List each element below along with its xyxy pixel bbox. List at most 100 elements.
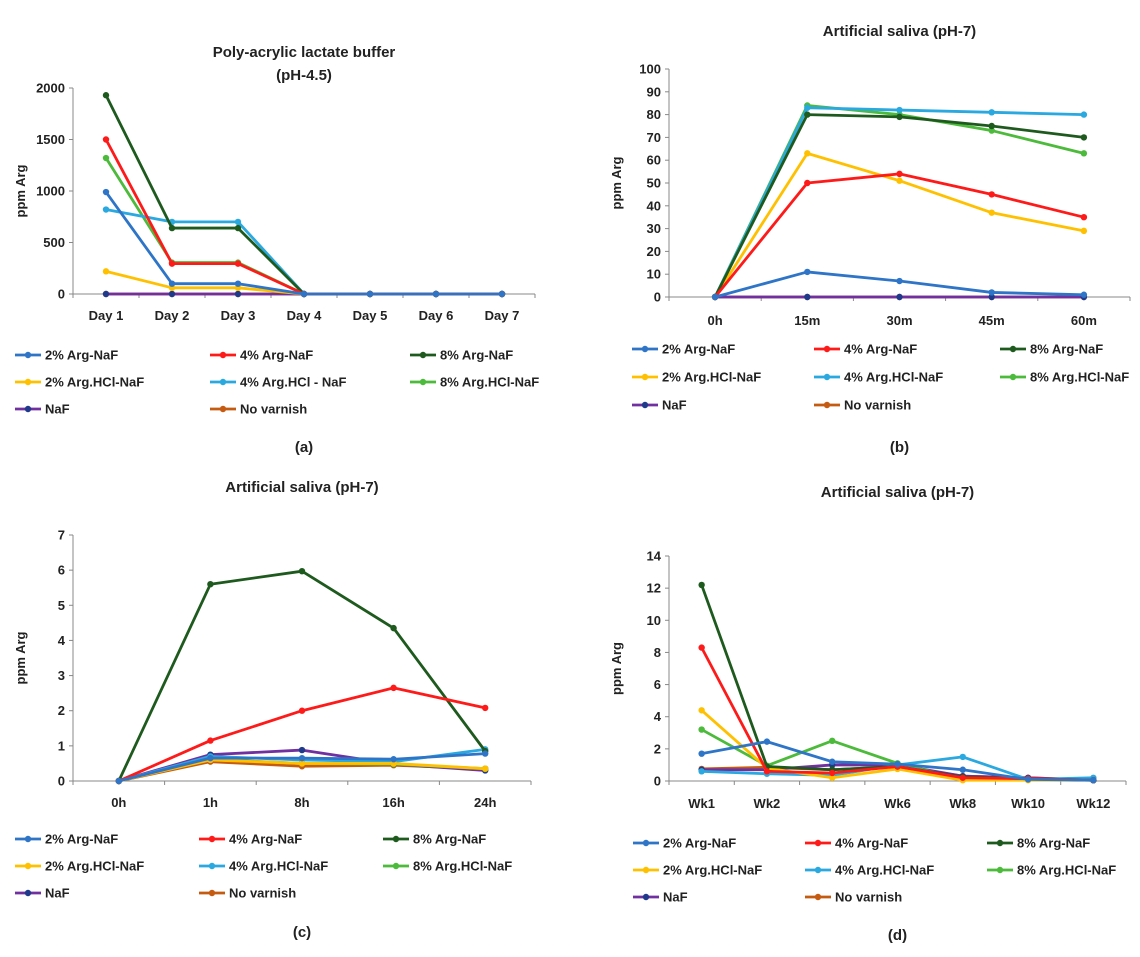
y-tick-label: 70 (647, 130, 661, 145)
data-point (102, 154, 110, 162)
legend-marker (208, 835, 216, 843)
panel-label: (c) (293, 924, 311, 941)
data-point (390, 684, 397, 692)
data-point (482, 765, 489, 772)
legend-item-s8hcl: 8% Arg.HCl-NaF (383, 859, 512, 874)
legend-item-s8argnaf: 8% Arg-NaF (410, 348, 513, 363)
data-point (168, 260, 176, 267)
legend-marker (419, 378, 427, 386)
series-line (713, 104, 1085, 298)
x-tick-label: 8h (294, 795, 309, 810)
legend-marker (24, 889, 32, 897)
legend-item-s2argnaf: 2% Arg-NaF (15, 348, 118, 363)
data-point (988, 289, 995, 296)
x-tick-label: 60m (1071, 313, 1097, 328)
y-axis-label: ppm Arg (609, 156, 624, 209)
series-s2argnaf (115, 750, 489, 785)
legend-item-s2argnaf: 2% Arg-NaF (15, 832, 118, 847)
legend-item-naf: NaF (633, 890, 688, 905)
legend-label: NaF (662, 398, 687, 413)
legend-item-s8argnaf: 8% Arg-NaF (1000, 342, 1103, 357)
y-tick-label: 5 (58, 598, 65, 613)
legend-marker (1009, 345, 1017, 353)
legend-item-s4argnaf: 4% Arg-NaF (805, 836, 908, 851)
legend-marker (823, 401, 831, 409)
data-point (482, 704, 489, 712)
legend-marker (24, 835, 32, 843)
x-tick-label: Day 4 (287, 308, 322, 323)
data-point (115, 777, 123, 785)
data-point (804, 150, 811, 157)
data-point (698, 644, 705, 651)
data-point (829, 758, 836, 765)
legend-item-s2hcl: 2% Arg.HCl-NaF (632, 370, 761, 385)
legend-item-s2hcl: 2% Arg.HCl-NaF (15, 859, 144, 874)
y-axis-label: ppm Arg (13, 164, 28, 217)
data-point (698, 707, 705, 714)
panel-label: (d) (888, 927, 907, 944)
legend-label: 2% Arg-NaF (663, 836, 736, 851)
legend-item-naf: NaF (632, 398, 687, 413)
data-point (298, 754, 306, 762)
legend-item-naf: NaF (15, 886, 70, 901)
data-point (896, 113, 903, 121)
data-point (896, 106, 903, 114)
legend-marker (823, 373, 831, 381)
data-point (959, 753, 966, 761)
x-tick-label: 30m (886, 313, 912, 328)
data-point (298, 746, 306, 754)
legend-marker (219, 378, 227, 386)
legend-item-s8hcl: 8% Arg.HCl-NaF (410, 375, 539, 390)
legend-marker (823, 345, 831, 353)
y-tick-label: 40 (647, 198, 661, 213)
data-point (482, 750, 489, 757)
chart-panel-1: Poly-acrylic lactate buffer (pH-4.5) 0 500 1… (13, 44, 539, 456)
data-point (234, 260, 242, 267)
data-point (102, 290, 110, 298)
legend-label: 4% Arg-NaF (844, 342, 917, 357)
data-point (207, 737, 214, 744)
chart-title: Poly-acrylic lactate buffer (213, 44, 396, 61)
x-tick-label: Wk4 (819, 796, 847, 811)
legend-marker (641, 373, 649, 381)
legend-item-s4hcl: 4% Arg.HCl-NaF (814, 370, 943, 385)
legend-label: 4% Arg-NaF (229, 832, 302, 847)
legend-item-s4argnaf: 4% Arg-NaF (814, 342, 917, 357)
data-point (102, 206, 110, 213)
data-point (763, 768, 771, 775)
y-tick-label: 0 (654, 290, 661, 305)
x-tick-label: Wk6 (884, 796, 911, 811)
y-tick-label: 1500 (36, 132, 65, 147)
x-tick-label: Wk8 (949, 796, 976, 811)
data-point (698, 768, 705, 775)
legend-label: 2% Arg.HCl-NaF (663, 863, 762, 878)
legend-item-novarnish: No varnish (805, 890, 902, 905)
legend-item-s2hcl: 2% Arg.HCl-NaF (15, 375, 144, 390)
data-point (102, 188, 110, 196)
data-point (988, 127, 995, 134)
legend-item-s8hcl: 8% Arg.HCl-NaF (987, 863, 1116, 878)
x-tick-label: 1h (203, 795, 218, 810)
data-point (234, 280, 242, 287)
y-tick-label: 2 (654, 741, 661, 756)
data-point (1080, 227, 1088, 235)
data-point (366, 290, 374, 298)
legend-marker (392, 835, 400, 843)
legend-label: 8% Arg.HCl-NaF (1030, 370, 1129, 385)
data-point (988, 122, 995, 130)
y-tick-label: 100 (639, 62, 661, 77)
data-point (102, 92, 110, 99)
x-tick-label: Wk2 (754, 796, 781, 811)
data-point (298, 760, 306, 767)
data-point (168, 224, 176, 232)
series-line (104, 191, 502, 296)
legend-label: 2% Arg-NaF (662, 342, 735, 357)
x-tick-label: 16h (382, 795, 404, 810)
data-point (1080, 214, 1088, 221)
data-point (988, 191, 995, 198)
chart-title: Artificial saliva (pH-7) (821, 484, 974, 501)
legend-marker (24, 405, 32, 413)
series-s2argnaf (698, 738, 1097, 784)
x-tick-label: 15m (794, 313, 820, 328)
data-point (896, 277, 903, 285)
